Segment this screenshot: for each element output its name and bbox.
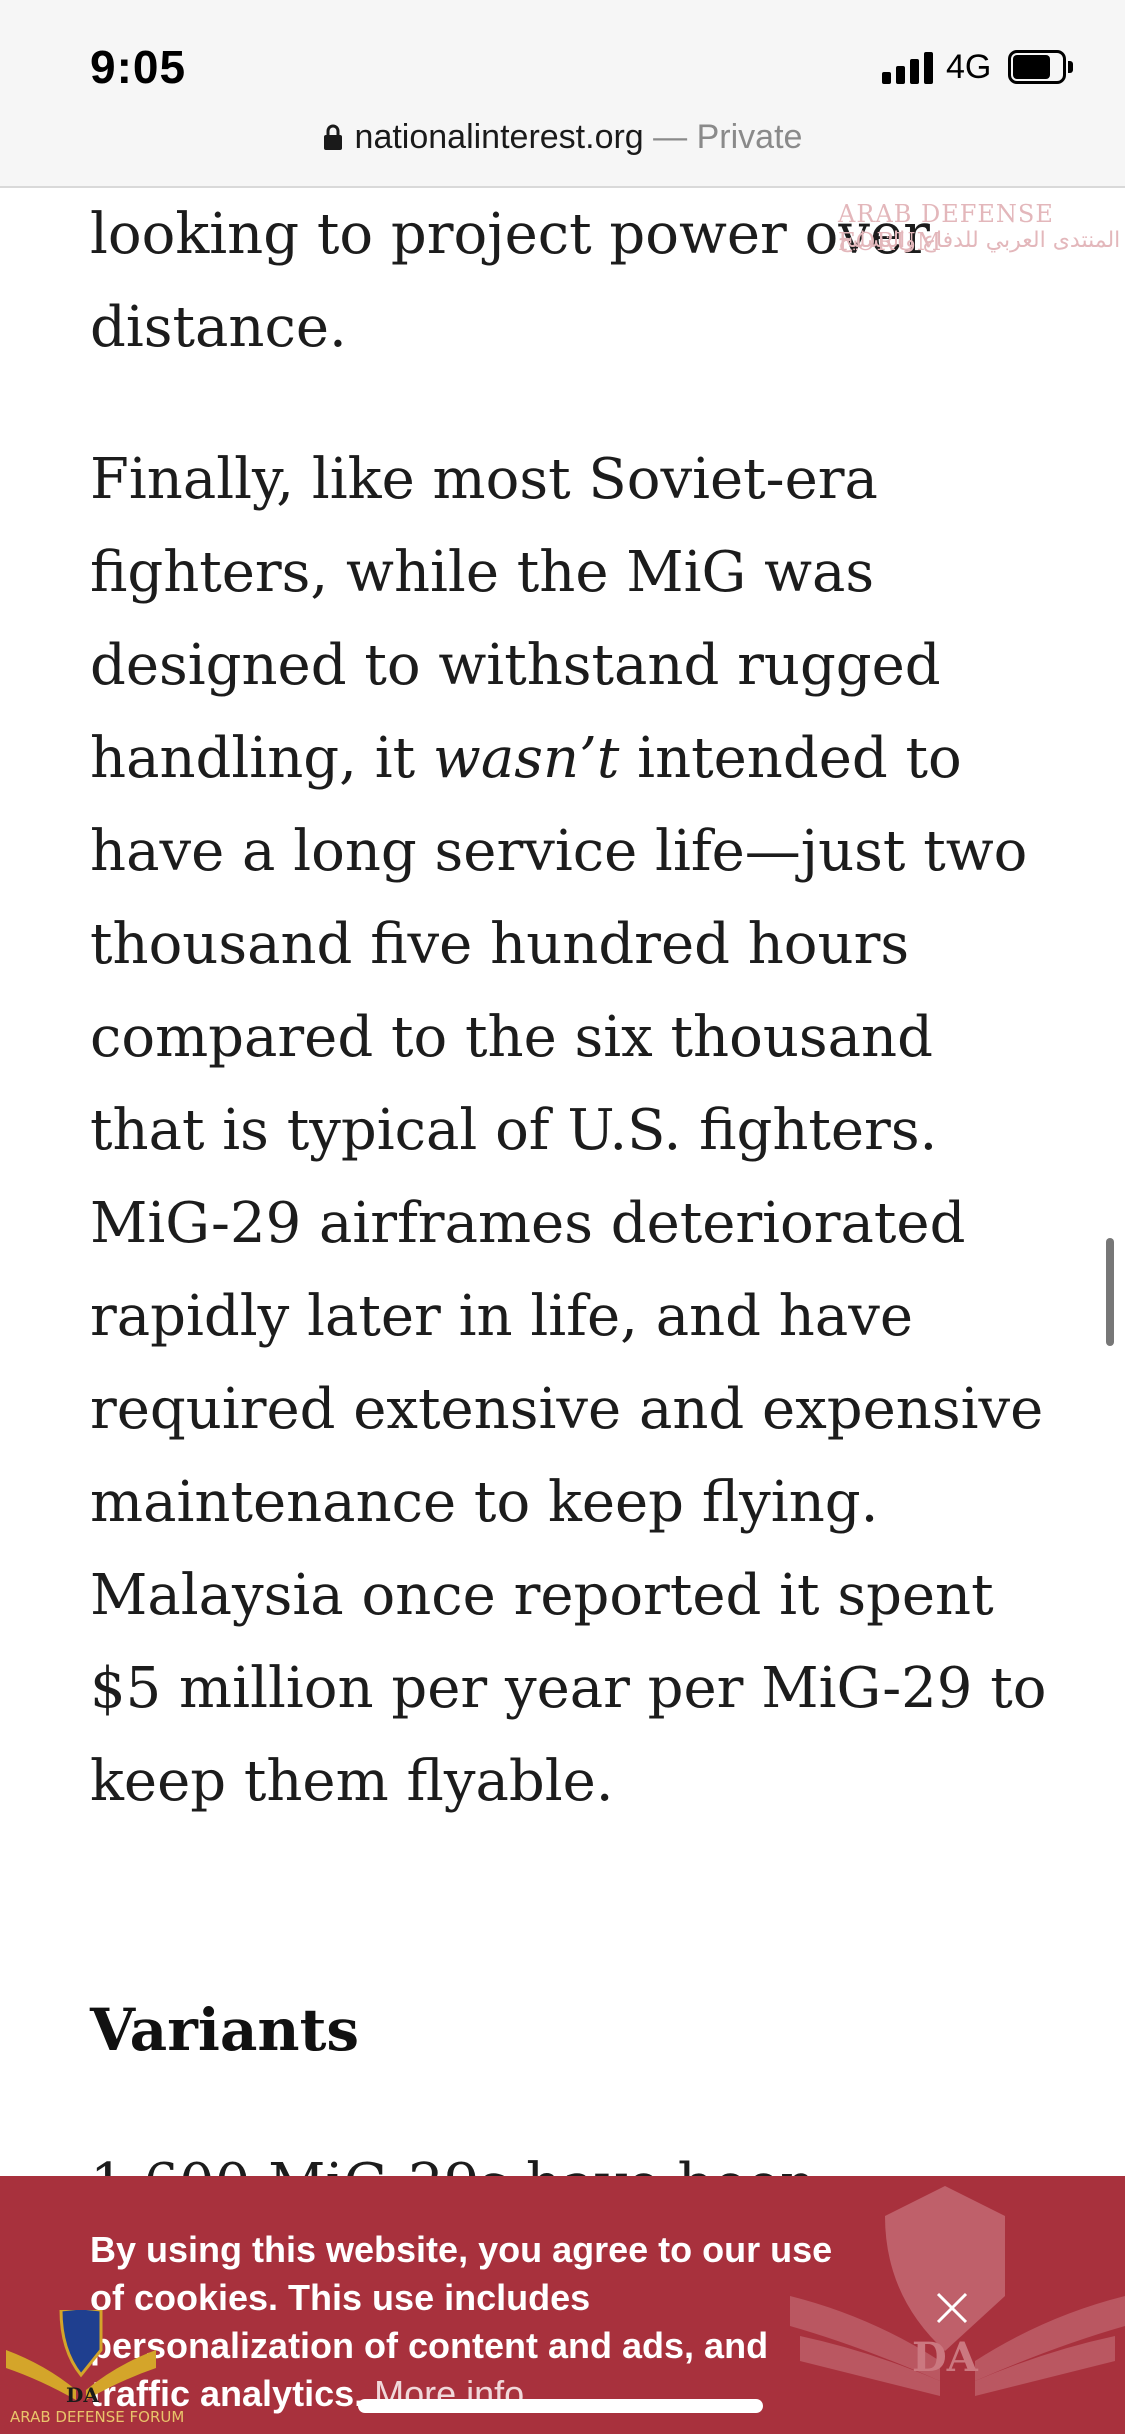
watermark-left-caption: ARAB DEFENSE FORUM xyxy=(10,2408,185,2426)
forum-emblem-icon: DA xyxy=(6,2310,156,2407)
paragraph-2-text-a: Finally, like most Soviet-era fighters, … xyxy=(90,447,941,791)
paragraph-2: Finally, like most Soviet-era fighters, … xyxy=(90,433,1050,1828)
cookie-message: By using this website, you agree to our … xyxy=(90,2226,850,2418)
network-type: 4G xyxy=(946,48,992,86)
url-separator: — xyxy=(643,118,697,156)
cellular-signal-icon xyxy=(882,52,934,84)
cookie-text: By using this website, you agree to our … xyxy=(90,2229,833,2414)
paragraph-1: looking to project power over distance. xyxy=(90,202,930,360)
private-mode-label: Private xyxy=(696,118,803,156)
svg-text:DA: DA xyxy=(66,2383,99,2407)
watermark-subtitle: المنتدى العربي للدفاع والتسليح xyxy=(838,228,1121,253)
watermark-logo-letters: DA xyxy=(912,2334,979,2381)
browser-top-bar: 9:05 4G nationalinterest.org — Private xyxy=(0,0,1125,188)
home-indicator[interactable] xyxy=(358,2399,763,2413)
cookie-banner: DA By using this website, you agree to o… xyxy=(0,2176,1125,2434)
url-bar[interactable]: nationalinterest.org — Private xyxy=(0,118,1125,157)
paragraph-2-text-b: intended to have a long service life—jus… xyxy=(90,726,1047,1814)
section-heading: Variants xyxy=(90,1996,360,2064)
scroll-indicator[interactable] xyxy=(1106,1238,1114,1346)
url-domain: nationalinterest.org xyxy=(354,118,644,156)
arab-defense-forum-logo-icon: DA xyxy=(790,2186,1125,2396)
watermark-title: ARAB DEFENSE FORUM xyxy=(838,200,1054,256)
battery-icon xyxy=(1008,50,1074,84)
status-time: 9:05 xyxy=(90,41,187,93)
lock-icon xyxy=(323,124,342,150)
paragraph-2-emphasis: wasn’t xyxy=(432,726,620,791)
close-icon[interactable] xyxy=(930,2286,974,2330)
